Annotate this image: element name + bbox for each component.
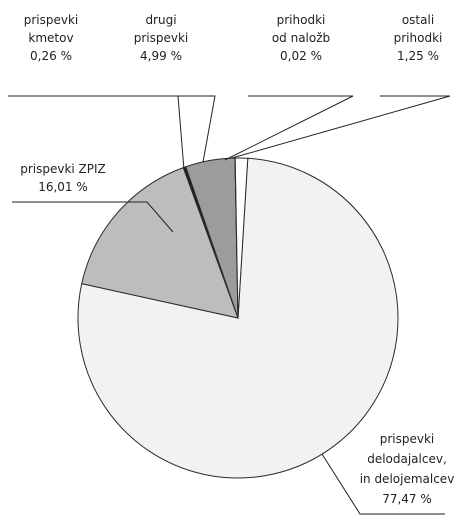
slice-label-ostali-line-1: ostali bbox=[402, 13, 434, 27]
slice-value-delodajalcev: 77,47 % bbox=[382, 492, 432, 506]
slices-layer bbox=[77, 157, 399, 479]
leader-line-kmetov bbox=[8, 95, 185, 171]
slice-label-drugi-line-1: drugi bbox=[145, 13, 176, 27]
slice-label-ostali-line-2: prihodki bbox=[394, 31, 443, 45]
slice-label-nalozb-line-2: od naložb bbox=[272, 31, 330, 45]
labels-layer: prispevki delodajalcev, in delojemalcev 77,… bbox=[20, 13, 454, 506]
slice-value-kmetov: 0,26 % bbox=[30, 49, 72, 63]
leader-line-nalozb bbox=[224, 95, 354, 161]
slice-label-delodajalcev-line-2: delodajalcev, bbox=[367, 452, 447, 466]
slice-value-ostali: 1,25 % bbox=[397, 49, 439, 63]
leader-line-delodajalcev bbox=[321, 453, 445, 515]
leader-line-drugi bbox=[132, 95, 216, 163]
leaders-layer bbox=[8, 95, 451, 515]
slice-label-kmetov-line-1: prispevki bbox=[24, 13, 79, 27]
slice-label-drugi-line-2: prispevki bbox=[134, 31, 189, 45]
slice-value-zpiz: 16,01 % bbox=[38, 180, 88, 194]
slice-label-nalozb-line-1: prihodki bbox=[277, 13, 326, 27]
slice-label-delodajalcev-line-3: in delojemalcev bbox=[360, 472, 455, 486]
slice-label-delodajalcev-line-1: prispevki bbox=[380, 432, 435, 446]
slice-label-kmetov-line-2: kmetov bbox=[28, 31, 73, 45]
slice-value-nalozb: 0,02 % bbox=[280, 49, 322, 63]
slice-value-drugi: 4,99 % bbox=[140, 49, 182, 63]
pie-slice-zpiz bbox=[81, 166, 239, 319]
pie-slice-ostali bbox=[234, 157, 249, 319]
slice-label-zpiz-line-1: prispevki ZPIZ bbox=[20, 162, 106, 176]
leader-line-zpiz bbox=[12, 201, 174, 233]
leader-line-ostali bbox=[231, 95, 451, 159]
